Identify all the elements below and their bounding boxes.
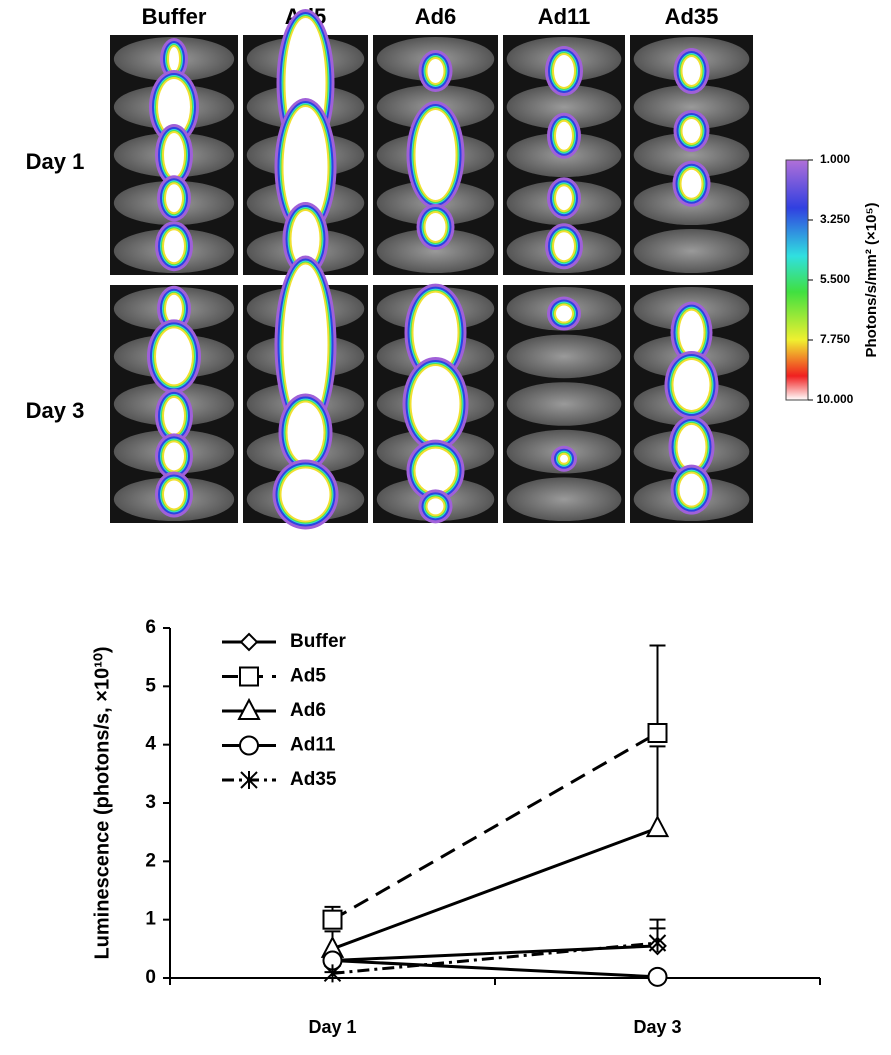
mouse (506, 477, 622, 521)
signal (556, 121, 572, 150)
signal (164, 442, 184, 471)
series-line (332, 944, 658, 962)
signal (164, 133, 184, 177)
signal (169, 47, 179, 71)
signal (425, 213, 446, 241)
marker (645, 814, 670, 838)
y-tick-label: 4 (145, 734, 156, 755)
signal (287, 402, 324, 463)
signal (681, 169, 702, 198)
legend-label: Ad11 (290, 735, 336, 756)
signal (427, 498, 444, 515)
colorbar (785, 159, 809, 401)
y-tick-label: 0 (145, 967, 156, 988)
y-tick-label: 5 (145, 675, 156, 696)
colorbar-tick-label: 7.750 (820, 332, 850, 346)
error-bar (649, 644, 666, 733)
legend-label: Ad6 (290, 700, 326, 721)
line-chart: 0 1 2 3 4 5 6 Day 1 Day 3 Luminescence (photons/s… (91, 617, 821, 1037)
signal (164, 480, 184, 509)
signal (413, 292, 458, 373)
marker (648, 934, 667, 952)
signal (411, 366, 460, 442)
legend-label: Buffer (290, 631, 347, 652)
series-line (332, 941, 658, 975)
signal (554, 232, 574, 261)
legend-marker (237, 697, 261, 720)
column-label: Ad35 (665, 4, 719, 29)
signal (682, 57, 701, 85)
marker (323, 964, 342, 983)
marker (647, 723, 668, 743)
signal (682, 119, 701, 143)
y-axis-label: Luminescence (photons/s, ×10¹⁰) (91, 646, 113, 959)
signal (164, 230, 184, 263)
colorbar-tick-label: 5.500 (820, 272, 850, 286)
marker (647, 966, 668, 987)
signal (415, 110, 456, 200)
y-tick-label: 1 (145, 909, 156, 930)
y-tick-label: 6 (145, 617, 156, 638)
legend-marker (239, 632, 259, 652)
legend-marker (240, 771, 258, 789)
signal (164, 397, 184, 434)
colorbar-tick-label: 3.250 (820, 212, 850, 226)
signal (673, 359, 710, 410)
column-label: Ad6 (415, 4, 457, 29)
signal (283, 107, 328, 227)
signal (560, 454, 568, 463)
mouse (506, 85, 622, 129)
marker (322, 909, 343, 930)
legend-label: Ad35 (290, 769, 337, 790)
series-line (331, 826, 659, 951)
signal (283, 264, 328, 425)
row-label: Day 3 (26, 398, 85, 423)
signal (679, 310, 704, 355)
legend-marker (239, 666, 259, 687)
legend-label: Ad5 (290, 666, 326, 687)
y-tick-label: 2 (145, 850, 156, 871)
signal (679, 473, 704, 506)
error-bar (649, 745, 666, 829)
y-tick-label: 3 (145, 792, 156, 813)
colorbar-tick-label: 10.000 (817, 392, 854, 406)
x-tick-label: Day 1 (308, 1017, 356, 1037)
mouse (633, 229, 750, 273)
mouse (506, 382, 622, 426)
mouse (633, 85, 750, 129)
signal (556, 305, 572, 322)
signal (556, 186, 572, 211)
legend-marker (239, 735, 259, 756)
column-label: Buffer (142, 4, 207, 29)
signal (166, 184, 182, 213)
signal (554, 55, 574, 87)
signal (166, 294, 182, 323)
colorbar-label: Photons/s/mm² (×10⁵) (863, 203, 880, 358)
x-tick-label: Day 3 (633, 1017, 681, 1037)
signal (427, 59, 444, 83)
mouse (633, 133, 750, 177)
series-line (331, 731, 659, 921)
row-label: Day 1 (26, 149, 85, 174)
signal (415, 448, 456, 493)
column-label: Ad11 (538, 4, 591, 29)
mouse (506, 334, 622, 379)
signal (156, 328, 192, 385)
colorbar-tick-label: 1.000 (820, 152, 850, 166)
signal (677, 424, 706, 469)
series-line (332, 959, 658, 979)
signal (291, 211, 320, 267)
signal (281, 468, 330, 521)
mouse (376, 229, 495, 273)
signal (158, 79, 190, 135)
